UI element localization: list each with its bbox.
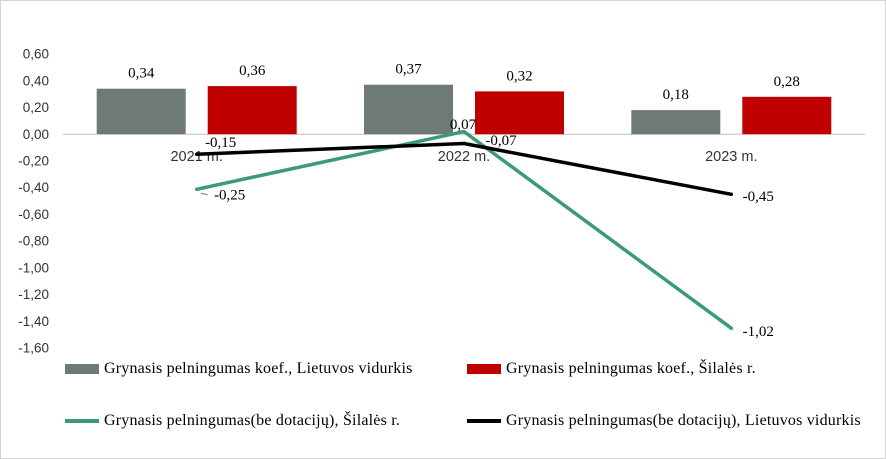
legend-item-lietuvos-be-dotaciju: Grynasis pelningumas(be dotacijų), Lietu… xyxy=(467,412,861,430)
bar-data-labels: 0,34 0,37 0,18 0,36 0,32 0,28 xyxy=(128,62,800,103)
legend-swatch-grey-bar xyxy=(65,364,99,374)
bar-silales-koef-2022 xyxy=(475,91,564,135)
line-point-lietuvos-be-dotaciju-2021 xyxy=(194,152,199,156)
data-label-lietuvos-be-dotaciju-2022: -0,07 xyxy=(485,133,517,149)
line-point-lietuvos-be-dotaciju-2023 xyxy=(729,192,734,197)
legend-item-silales-be-dotaciju: Grynasis pelningumas(be dotacijų), Šilal… xyxy=(65,412,400,430)
y-tick-label: -1,00 xyxy=(18,260,49,275)
y-tick-label: -1,20 xyxy=(18,287,49,302)
legend-swatch-red-bar xyxy=(467,364,501,374)
bar-silales-koef-2023 xyxy=(742,96,832,135)
legend-swatch-green-line xyxy=(65,419,99,423)
legend-label: Grynasis pelningumas(be dotacijų), Lietu… xyxy=(506,412,861,429)
y-tick-label: 0,40 xyxy=(23,73,49,88)
legend-label: Grynasis pelningumas koef., Lietuvos vid… xyxy=(104,360,413,377)
legend-item-lietuvos-koef: Grynasis pelningumas koef., Lietuvos vid… xyxy=(65,360,413,378)
x-category-labels: 2021 m. 2022 m. 2023 m. xyxy=(170,149,757,165)
line-point-lietuvos-be-dotaciju-2022 xyxy=(462,141,466,146)
y-tick-label: 0,60 xyxy=(23,47,49,62)
y-tick-label: -0,80 xyxy=(18,234,49,249)
y-axis-tick-labels: 0,60 0,40 0,20 0,00 -0,20 -0,40 -0,60 -0,80 -1,0… xyxy=(18,47,49,356)
data-label-silales-be-dotaciju-2022: 0,07 xyxy=(450,117,477,133)
bar-lietuvos-koef-2022 xyxy=(364,84,453,135)
x-category-label: 2023 m. xyxy=(705,149,757,165)
data-label-lietuvos-koef-2022: 0,37 xyxy=(395,62,422,78)
y-tick-label: 0,00 xyxy=(23,127,49,142)
data-label-silales-koef-2021: 0,36 xyxy=(239,63,266,79)
y-tick-label: 0,20 xyxy=(23,100,49,115)
data-label-silales-koef-2022: 0,32 xyxy=(506,68,532,84)
x-category-label: 2021 m. xyxy=(170,149,222,165)
y-tick-label: -0,20 xyxy=(18,154,49,169)
data-label-lietuvos-be-dotaciju-2023: -0,45 xyxy=(743,189,774,205)
data-label-lietuvos-koef-2023: 0,18 xyxy=(663,87,689,103)
line-point-silales-be-dotaciju-2022 xyxy=(462,129,466,134)
bar-silales-koef-2021 xyxy=(207,86,297,135)
y-tick-label: -0,60 xyxy=(18,207,49,222)
legend-label: Grynasis pelningumas(be dotacijų), Šilal… xyxy=(104,412,401,429)
legend-label: Grynasis pelningumas koef., Šilalės r. xyxy=(506,360,756,377)
line-point-silales-be-dotaciju-2021 xyxy=(194,187,199,192)
line-data-labels: -0,25 0,07 -1,02 -0,15 -0,07 -0,45 xyxy=(200,117,774,340)
y-tick-label: -1,60 xyxy=(18,341,49,356)
data-label-lietuvos-be-dotaciju-2021: -0,15 xyxy=(205,135,236,151)
x-category-label: 2022 m. xyxy=(438,149,490,165)
y-tick-label: -1,40 xyxy=(18,314,49,329)
bar-series xyxy=(96,84,832,135)
data-label-silales-be-dotaciju-2023: -1,02 xyxy=(743,324,774,340)
y-tick-label: -0,40 xyxy=(18,180,49,195)
line-series xyxy=(194,129,734,330)
data-label-silales-koef-2023: 0,28 xyxy=(774,74,800,90)
bar-lietuvos-koef-2023 xyxy=(631,110,721,135)
data-label-lietuvos-koef-2021: 0,34 xyxy=(128,66,155,82)
legend-swatch-black-line xyxy=(467,419,501,423)
legend-item-silales-koef: Grynasis pelningumas koef., Šilalės r. xyxy=(467,360,756,378)
bar-lietuvos-koef-2021 xyxy=(96,88,186,135)
data-label-leader-line xyxy=(200,192,208,196)
line-point-silales-be-dotaciju-2023 xyxy=(729,326,734,330)
data-label-silales-be-dotaciju-2021: -0,25 xyxy=(214,187,245,203)
